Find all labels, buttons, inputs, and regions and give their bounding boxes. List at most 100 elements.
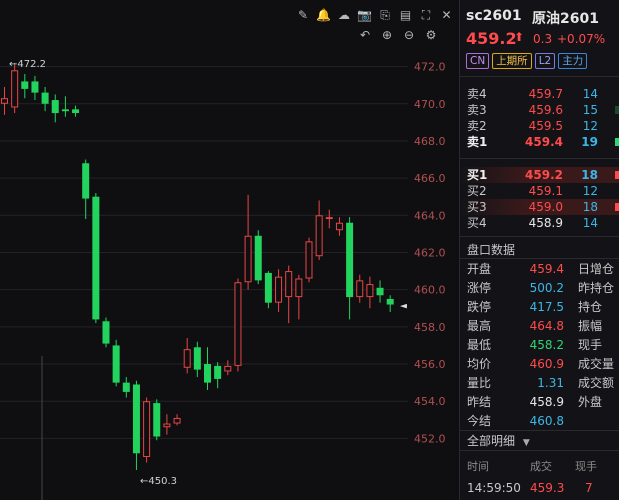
ask-level-price: 459.7: [528, 87, 563, 101]
bid-level-price: 458.9: [528, 216, 563, 230]
y-tick-label: 462.0: [414, 246, 446, 259]
tag-l2[interactable]: L2: [534, 53, 556, 69]
stat-label: 昨结: [467, 395, 492, 409]
low-marker: ←450.3: [140, 476, 177, 487]
y-tick-label: 454.0: [414, 395, 446, 408]
ask-level-volume: 12: [582, 119, 598, 133]
stat-row: 涨停 500.2 昨持仓: [460, 279, 619, 298]
candle-body: [325, 217, 333, 220]
bid-level-row[interactable]: 买2 459.1 12: [460, 183, 619, 199]
col-price: 成交: [530, 460, 552, 473]
y-tick-label: 470.0: [414, 98, 446, 111]
stat-label-secondary: 外盘: [578, 395, 603, 409]
stat-label-secondary: 持仓: [578, 300, 603, 314]
y-tick-label: 452.0: [414, 432, 446, 445]
candle-body: [335, 222, 343, 231]
bid-level-volume: 18: [581, 168, 598, 182]
bid-level-volume: 14: [582, 216, 598, 230]
ask-level-row[interactable]: 卖4 459.7 14: [460, 86, 619, 102]
stat-row: 跌停 417.5 持仓: [460, 298, 619, 317]
y-tick-label: 460.0: [414, 284, 446, 297]
detail-title: 全部明细: [467, 434, 516, 448]
ask-level-row[interactable]: 卖2 459.5 12: [460, 118, 619, 134]
divider: [460, 450, 619, 451]
candle-body: [21, 81, 29, 89]
detail-dropdown[interactable]: 全部明细 ▼: [467, 432, 530, 449]
contract-code: sc2601: [466, 8, 522, 24]
stat-value: 458.2: [529, 338, 564, 352]
camera-icon[interactable]: 📷: [357, 8, 372, 22]
ask-level-label: 卖4: [467, 87, 487, 101]
bid-level-row[interactable]: 买3 459.0 18: [460, 199, 619, 215]
stat-label: 跌停: [467, 300, 492, 314]
trade-price: 459.3: [530, 481, 565, 495]
stat-value: 500.2: [529, 281, 564, 295]
kline-svg[interactable]: 472.0 470.0 468.0 466.0 464.0 462.0 460.0 458.0…: [0, 0, 458, 500]
candle-body: [183, 349, 191, 368]
zoom-in-icon[interactable]: ⊕: [381, 28, 393, 42]
divider: [460, 158, 619, 159]
candle-body: [244, 235, 252, 283]
tag-main-contract[interactable]: 主力: [558, 53, 588, 69]
candle-body: [163, 423, 171, 428]
ask-level-label: 卖1: [467, 135, 488, 149]
ask-level-row[interactable]: 卖3 459.6 15: [460, 102, 619, 118]
stat-value: 417.5: [529, 300, 564, 314]
kline-chart[interactable]: 472.0 470.0 468.0 466.0 464.0 462.0 460.0 458.0…: [0, 0, 458, 500]
candle-body: [305, 241, 313, 279]
stat-label: 涨停: [467, 281, 492, 295]
fullscreen-icon[interactable]: ⛶: [421, 8, 431, 22]
y-tick-label: 472.0: [414, 61, 446, 74]
stat-label: 量比: [467, 376, 492, 390]
bid-volume-bar: [615, 171, 619, 179]
ask-level-label: 卖2: [467, 119, 487, 133]
candle-body: [234, 282, 242, 366]
bid-level-label: 买2: [467, 184, 487, 198]
bid-level-row[interactable]: 买4 458.9 14: [460, 215, 619, 231]
stat-row: 开盘 459.4 日增仓: [460, 260, 619, 279]
candle-body: [356, 280, 364, 298]
undo-icon[interactable]: ↶: [359, 28, 371, 42]
contract-name: 原油2601: [532, 11, 599, 27]
tag-cn[interactable]: CN: [466, 53, 490, 69]
candle-body: [102, 321, 110, 344]
candle-body: [264, 272, 272, 303]
bid-level-row[interactable]: 买1 459.2 18: [460, 167, 619, 183]
bid-level-price: 459.1: [528, 184, 563, 198]
stat-row: 今结 460.8: [460, 412, 619, 431]
alert-bell-icon[interactable]: 🔔: [316, 8, 331, 22]
candle-body: [72, 109, 80, 114]
stat-value: 458.9: [529, 395, 564, 409]
y-tick-label: 466.0: [414, 172, 446, 185]
ask-level-price: 459.5: [528, 119, 563, 133]
candle-body: [11, 70, 19, 108]
candle-body: [275, 276, 283, 303]
stat-value: 460.8: [529, 414, 564, 428]
candle-body: [1, 98, 8, 104]
contract-tags: CN 上期所 L2 主力: [466, 53, 588, 69]
bid-level-volume: 18: [582, 200, 598, 214]
candle-body: [132, 384, 140, 454]
bid-level-label: 买3: [467, 200, 487, 214]
draw-pen-icon[interactable]: ✎: [297, 8, 309, 22]
ask-level-label: 卖3: [467, 103, 487, 117]
ask-volume-bar: [615, 138, 619, 146]
candle-body: [254, 235, 262, 281]
zoom-out-icon[interactable]: ⊖: [403, 28, 415, 42]
stat-label-secondary: 振幅: [578, 319, 603, 333]
copy-icon[interactable]: ⎘: [380, 8, 390, 22]
cloud-icon[interactable]: ☁: [338, 8, 350, 22]
ask-level-volume: 19: [581, 135, 598, 149]
candle-body: [285, 271, 293, 298]
y-tick-label: 464.0: [414, 209, 446, 222]
close-icon[interactable]: ✕: [441, 8, 452, 22]
stat-label-secondary: 日增仓: [578, 262, 615, 276]
current-price-marker: ◄: [400, 302, 407, 312]
layout-icon[interactable]: ▤: [399, 8, 412, 22]
settings-icon[interactable]: ⚙: [425, 28, 437, 42]
ask-level-row[interactable]: 卖1 459.4 19: [460, 134, 619, 150]
col-time: 时间: [467, 460, 489, 473]
tag-exchange[interactable]: 上期所: [492, 53, 532, 69]
candle-body: [61, 109, 69, 112]
stat-label: 最高: [467, 319, 492, 333]
